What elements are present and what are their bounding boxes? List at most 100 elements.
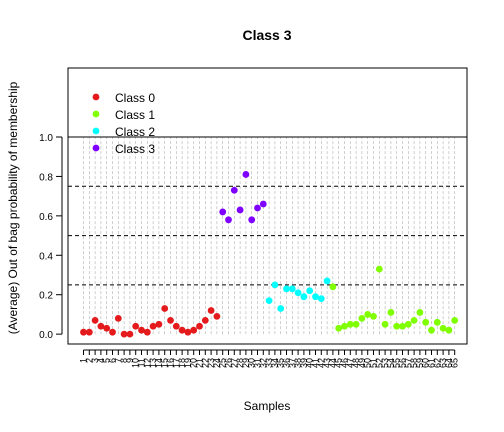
x-tick-label: 10	[131, 358, 141, 368]
data-point	[97, 322, 105, 330]
legend-marker	[92, 144, 100, 152]
x-tick-label: 40	[305, 358, 315, 368]
x-tick-label: 43	[322, 358, 332, 368]
x-tick-label: 45	[334, 358, 344, 368]
data-point	[219, 208, 227, 216]
x-tick-label: 37	[287, 358, 297, 368]
data-point	[387, 309, 395, 316]
data-point	[236, 206, 244, 214]
x-tick-label: 57	[403, 358, 413, 368]
data-point	[271, 281, 279, 289]
data-point	[178, 326, 186, 334]
data-point	[138, 326, 145, 334]
x-tick-label: 61	[427, 358, 437, 368]
data-point	[80, 328, 87, 336]
x-tick-label: 64	[444, 358, 454, 368]
data-point	[358, 314, 366, 322]
data-point	[254, 204, 261, 212]
data-point	[230, 186, 238, 194]
reference-lines	[68, 136, 467, 286]
data-point	[190, 326, 198, 334]
y-tick-label: 1.0	[39, 133, 53, 144]
x-tick-label: 24	[212, 358, 222, 368]
data-point	[404, 320, 412, 328]
data-point	[196, 322, 203, 330]
x-tick-label: 15	[160, 358, 170, 368]
data-point	[433, 318, 441, 326]
data-point	[317, 295, 325, 303]
data-point	[161, 305, 169, 312]
x-tick-label: 42	[316, 358, 326, 368]
data-point	[85, 328, 93, 336]
data-point	[410, 316, 418, 324]
x-tick-label: 46	[340, 358, 350, 368]
data-point	[248, 216, 256, 224]
x-tick-label: 1	[79, 358, 89, 363]
x-tick-label: 13	[148, 358, 158, 368]
x-tick-label: 3	[90, 358, 100, 363]
data-point	[225, 216, 232, 224]
data-point	[346, 320, 354, 328]
x-tick-label: 48	[351, 358, 361, 368]
x-tick-label: 18	[177, 358, 187, 368]
legend-label: Class 0	[115, 91, 155, 105]
x-tick-label: 14	[154, 358, 164, 368]
data-point	[143, 328, 151, 336]
x-tick-label: 53	[380, 358, 390, 368]
x-tick-label: 44	[328, 358, 338, 368]
legend-label: Class 2	[115, 125, 155, 139]
x-tick-label: 26	[224, 358, 234, 368]
x-axis: 1234567891011121314151617181920212223242…	[79, 349, 460, 368]
data-point	[312, 293, 319, 301]
data-point	[132, 322, 140, 330]
data-point	[294, 289, 302, 297]
data-point	[352, 320, 360, 328]
x-tick-label: 35	[276, 358, 286, 368]
data-point	[428, 326, 435, 334]
data-point	[375, 265, 383, 273]
data-point	[172, 322, 180, 330]
x-tick-label: 34	[270, 358, 280, 368]
x-tick-label: 33	[264, 358, 274, 368]
data-point	[207, 307, 215, 314]
x-tick-label: 52	[374, 358, 384, 368]
data-point	[335, 324, 343, 332]
data-point	[265, 297, 273, 305]
x-tick-label: 54	[386, 358, 396, 368]
x-tick-label: 16	[166, 358, 176, 368]
x-tick-label: 59	[415, 358, 425, 368]
y-axis-label: (Average) Out of bag probability of memb…	[6, 81, 20, 334]
x-tick-label: 20	[189, 358, 199, 368]
legend-marker	[92, 93, 100, 101]
x-tick-label: 17	[171, 358, 181, 368]
legend: Class 0 Class 1 Class 2 Class 3	[92, 91, 155, 156]
data-point	[277, 305, 285, 312]
x-tick-label: 31	[253, 358, 263, 368]
data-point	[201, 316, 209, 324]
data-point	[288, 285, 296, 293]
data-point	[120, 330, 128, 338]
x-tick-label: 41	[311, 358, 321, 368]
x-tick-label: 50	[363, 358, 373, 368]
chart-title: Class 3	[242, 27, 291, 43]
data-point	[283, 285, 290, 293]
y-axis: 0.0 0.2 0.4 0.6 0.8 1.0	[39, 133, 63, 341]
y-tick-label: 0.8	[39, 172, 53, 183]
data-point	[422, 318, 430, 326]
data-point	[259, 200, 267, 208]
data-point	[364, 311, 372, 318]
legend-marker	[92, 127, 100, 135]
x-tick-label: 4	[96, 358, 106, 363]
data-point	[381, 320, 389, 328]
x-tick-label: 30	[247, 358, 257, 368]
data-point	[416, 309, 424, 316]
data-point	[306, 287, 314, 295]
x-tick-label: 5	[102, 358, 112, 363]
data-point	[439, 324, 447, 332]
x-tick-label: 22	[200, 358, 210, 368]
data-point	[445, 326, 453, 334]
x-tick-label: 25	[218, 358, 228, 368]
x-tick-label: 27	[229, 358, 239, 368]
y-tick-label: 0.2	[39, 291, 53, 302]
